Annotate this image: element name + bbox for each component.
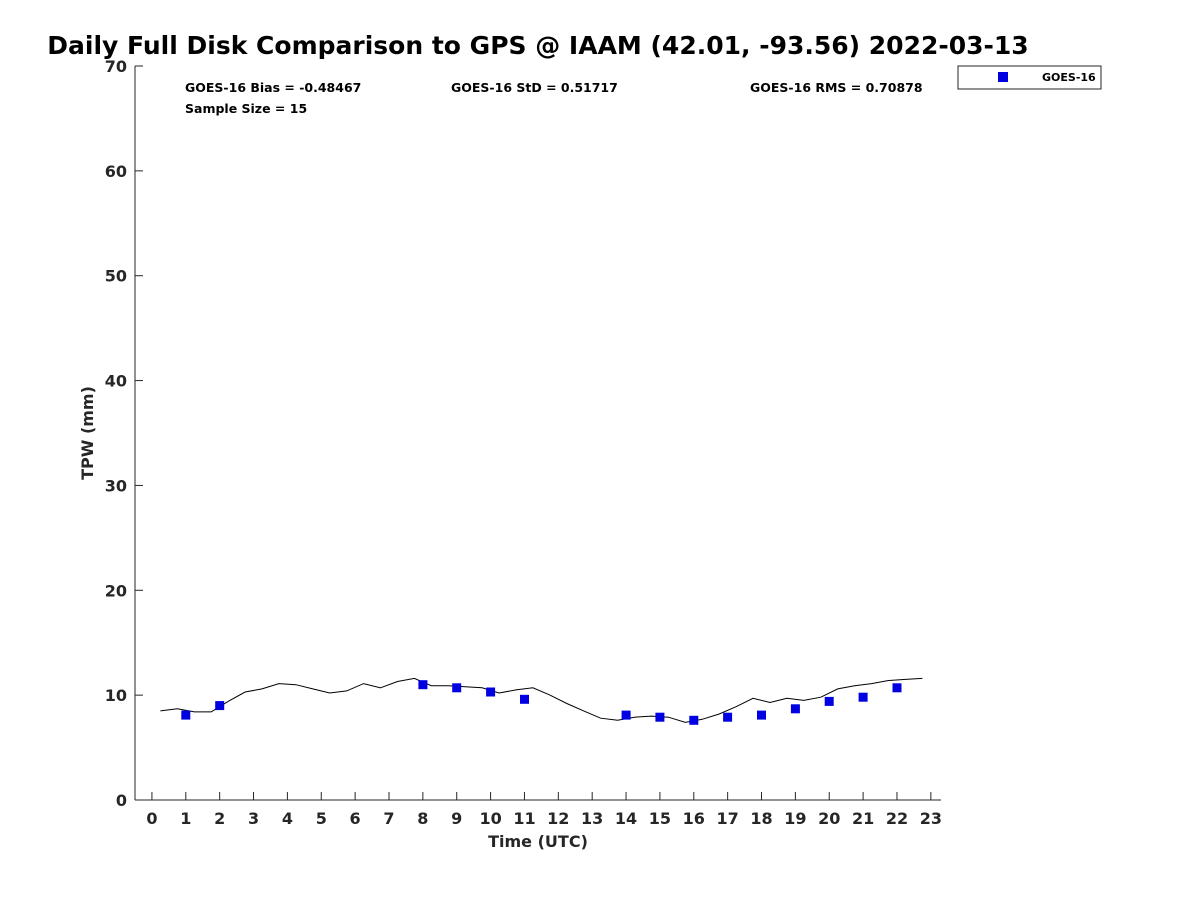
goes-16-point [181, 710, 191, 720]
x-axis-ticks: 0 1 2 3 4 5 6 7 8 9 10 11 12 13 14 15 16 17 18 19 20 21 22 23 [146, 792, 942, 828]
goes-16-point [452, 683, 462, 693]
goes-16-point [520, 694, 529, 704]
goes-16-point [621, 710, 631, 720]
x-tick-label: 19 [784, 809, 806, 828]
x-tick-label: 11 [513, 809, 535, 828]
y-axis-ticks: 0 10 20 30 40 50 60 70 [105, 57, 143, 810]
x-tick-label: 2 [214, 809, 225, 828]
x-tick-label: 20 [818, 809, 840, 828]
goes-16-point [418, 680, 428, 690]
goes-16-point [723, 712, 733, 722]
goes-16-point [689, 715, 699, 725]
stat-sample-size: Sample Size = 15 [185, 101, 307, 116]
stat-bias: GOES-16 Bias = -0.48467 [185, 80, 361, 95]
x-tick-label: 15 [649, 809, 671, 828]
x-tick-label: 9 [451, 809, 462, 828]
goes-16-point [655, 712, 665, 722]
legend-marker-goes-16 [998, 72, 1008, 82]
y-tick-label: 20 [105, 581, 127, 600]
x-tick-label: 17 [717, 809, 739, 828]
stat-std: GOES-16 StD = 0.51717 [451, 80, 618, 95]
goes-16-point [790, 704, 800, 714]
gps-series-line [160, 677, 923, 723]
x-tick-label: 1 [180, 809, 191, 828]
goes-16-point [892, 683, 902, 693]
y-tick-label: 10 [105, 686, 127, 705]
goes-16-point [215, 701, 225, 711]
x-tick-label: 22 [886, 809, 908, 828]
x-tick-label: 0 [146, 809, 157, 828]
legend-label-goes-16: GOES-16 [1042, 71, 1096, 84]
x-tick-label: 4 [282, 809, 293, 828]
x-tick-label: 21 [852, 809, 874, 828]
x-tick-label: 3 [248, 809, 259, 828]
y-tick-label: 30 [105, 476, 127, 495]
x-tick-label: 16 [683, 809, 705, 828]
goes-16-series [181, 680, 902, 725]
goes-16-point [824, 696, 834, 706]
x-axis-label: Time (UTC) [488, 832, 588, 851]
x-tick-label: 6 [350, 809, 361, 828]
x-tick-label: 5 [316, 809, 327, 828]
stat-rms: GOES-16 RMS = 0.70878 [750, 80, 923, 95]
x-tick-label: 7 [383, 809, 394, 828]
axes [134, 66, 941, 801]
y-tick-label: 60 [105, 162, 127, 181]
y-tick-label: 50 [105, 267, 127, 286]
x-tick-label: 10 [479, 809, 501, 828]
x-tick-label: 23 [920, 809, 942, 828]
legend-box [957, 65, 1102, 90]
chart-title: Daily Full Disk Comparison to GPS @ IAAM… [47, 31, 1028, 60]
goes-16-point [858, 692, 868, 702]
y-tick-label: 70 [105, 57, 127, 76]
goes-16-point [757, 710, 766, 720]
x-tick-label: 13 [581, 809, 603, 828]
goes-16-point [486, 687, 496, 697]
x-tick-label: 18 [750, 809, 772, 828]
x-tick-label: 14 [615, 809, 637, 828]
y-tick-label: 0 [116, 791, 127, 810]
legend: GOES-16 [957, 65, 1102, 90]
gps-series [160, 677, 923, 723]
x-tick-label: 12 [547, 809, 569, 828]
x-tick-label: 8 [417, 809, 428, 828]
y-axis-label: TPW (mm) [78, 386, 97, 480]
y-tick-label: 40 [105, 372, 127, 391]
